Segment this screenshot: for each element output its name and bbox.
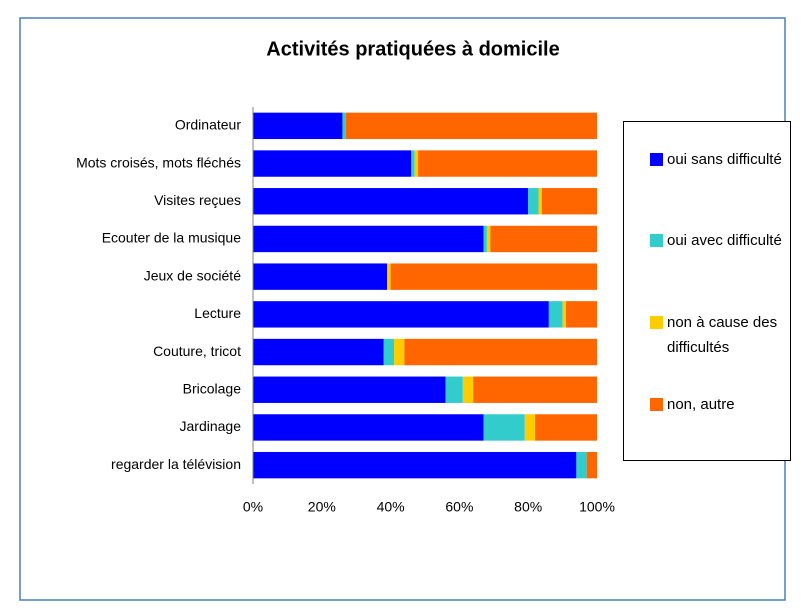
bar-segment [253,112,343,140]
bar-segment [345,112,597,140]
bar-segment [566,301,597,328]
legend-swatch [650,153,663,166]
bar-segment [253,225,484,253]
bar-segment [490,225,597,253]
legend-label: oui sans difficulté [667,151,782,168]
y-tick-label: Mots croisés, mots fléchés [76,154,241,170]
bar-segment [387,263,391,290]
bar-segment [253,451,577,479]
bar-segment [541,188,597,215]
bar-segment [383,338,395,366]
x-tick-label: 80% [514,499,542,515]
legend-swatch [650,398,663,411]
y-tick-label: Couture, tricot [153,343,241,359]
bar-segment [586,451,597,479]
bar-segment [411,150,415,177]
bar-segment [418,150,597,177]
bar-segment [253,188,529,215]
legend-item: non à cause des difficultés [650,310,786,360]
legend-swatch [650,234,663,247]
bar-segment [562,301,567,328]
x-tick-label: 20% [308,499,336,515]
bar-segment [253,150,412,177]
bar-segment [390,263,597,290]
legend-label: oui avec difficulté [667,232,782,249]
bar-segment [445,376,463,403]
legend-item: oui sans difficulté [650,147,786,172]
bar-segment [253,414,484,441]
x-tick-label: 100% [579,499,615,515]
bar-segment [483,225,487,253]
bar-segment [253,263,388,290]
legend-item: non, autre [650,392,786,417]
x-tick-label: 60% [445,499,473,515]
y-tick-label: Lecture [194,305,241,321]
bar-segment [535,414,597,441]
bar-segment [253,376,446,403]
bar-segment [524,414,536,441]
y-tick-label: Visites reçues [154,192,241,208]
y-tick-label: Ordinateur [175,117,241,133]
bar-segment [394,338,405,366]
y-tick-label: Ecouter de la musique [102,230,242,246]
bar-segment [538,188,542,215]
y-tick-label: Jeux de société [144,267,241,283]
x-tick-label: 40% [377,499,405,515]
bar-segment [486,225,491,253]
x-tick-label: 0% [243,499,263,515]
bar-segment [414,150,419,177]
bar-segment [473,376,597,403]
y-tick-label: regarder la télévision [111,456,241,472]
legend-swatch [650,316,663,329]
bar-segment [462,376,474,403]
bar-segment [342,112,346,140]
bar-segment [483,414,525,441]
y-tick-label: Jardinage [180,418,242,434]
bar-segment [404,338,597,366]
legend-item: oui avec difficulté [650,228,786,253]
bar-segment [253,338,384,366]
bar-segment [576,451,587,479]
chart-title: Activités pratiquées à domicile [266,38,559,60]
bar-segment [548,301,563,328]
bar-segment [253,301,549,328]
bar-segment [528,188,539,215]
legend-label: non à cause des difficultés [667,314,778,356]
legend-label: non, autre [667,396,735,413]
legend: oui sans difficulté oui avec difficulté no… [623,121,791,461]
y-tick-label: Bricolage [183,380,242,396]
